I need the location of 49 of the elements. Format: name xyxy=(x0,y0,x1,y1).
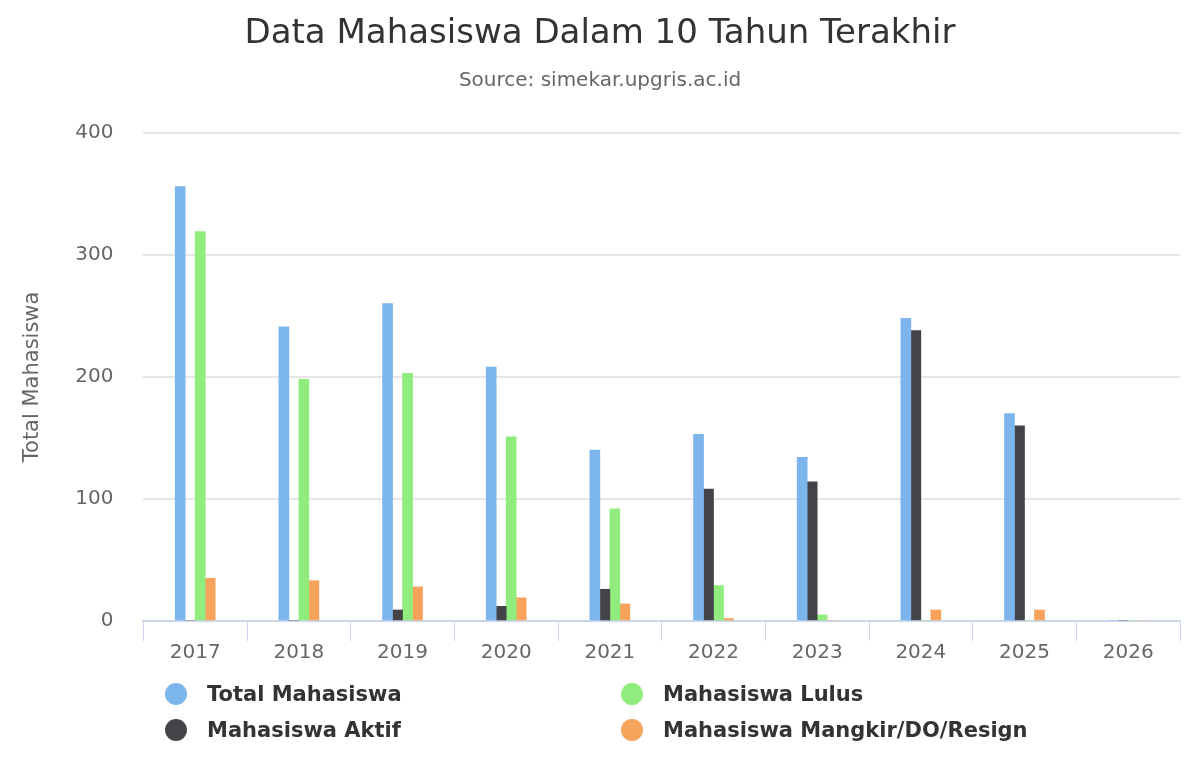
bar xyxy=(495,606,507,621)
x-tick-label: 2017 xyxy=(169,639,221,664)
legend-label: Mahasiswa Lulus xyxy=(663,682,864,706)
bar xyxy=(713,585,724,621)
bar xyxy=(796,457,808,621)
y-tick-label: 0 xyxy=(100,607,114,632)
legend-label: Mahasiswa Mangkir/DO/Resign xyxy=(663,718,1028,742)
bar xyxy=(900,317,912,621)
bar xyxy=(599,588,611,621)
x-tick-label: 2025 xyxy=(999,639,1050,664)
legend-label: Total Mahasiswa xyxy=(207,682,402,706)
x-tick-label: 2020 xyxy=(480,639,532,664)
y-tick-label: 300 xyxy=(75,241,114,266)
bar xyxy=(806,481,818,621)
bar xyxy=(910,330,922,621)
x-tick-label: 2022 xyxy=(688,639,739,664)
x-tick-label: 2026 xyxy=(1102,639,1154,664)
y-tick-label: 100 xyxy=(75,485,114,510)
bar xyxy=(723,618,734,621)
bar xyxy=(204,577,216,621)
x-tick-label: 2021 xyxy=(584,639,636,664)
bar xyxy=(308,580,320,621)
bar xyxy=(1034,609,1045,621)
chart-subtitle: Source: simekar.upgris.ac.id xyxy=(458,67,742,91)
y-tick-label: 400 xyxy=(75,119,114,143)
chart-title: Data Mahasiswa Dalam 10 Tahun Terakhir xyxy=(244,11,956,52)
bar xyxy=(412,586,423,621)
bar xyxy=(174,186,186,621)
legend-label: Mahasiswa Aktif xyxy=(207,718,401,742)
x-tick-label: 2023 xyxy=(791,639,843,664)
y-axis-title: Total Mahasiswa xyxy=(19,291,44,464)
x-tick-label: 2024 xyxy=(895,639,947,664)
x-tick-label: 2018 xyxy=(273,639,325,664)
y-tick-label: 200 xyxy=(75,363,114,388)
bar xyxy=(609,508,621,621)
bar xyxy=(1014,425,1025,621)
bar xyxy=(505,436,517,621)
bar xyxy=(485,366,497,621)
bar xyxy=(1004,413,1015,621)
bar xyxy=(402,372,413,621)
bar xyxy=(382,303,393,621)
bar xyxy=(703,488,714,621)
bar xyxy=(515,597,527,621)
bar xyxy=(194,231,206,621)
bar xyxy=(278,326,290,621)
bar xyxy=(298,379,310,621)
bar xyxy=(693,433,704,621)
bar xyxy=(589,449,601,621)
x-tick-label: 2019 xyxy=(377,639,428,664)
